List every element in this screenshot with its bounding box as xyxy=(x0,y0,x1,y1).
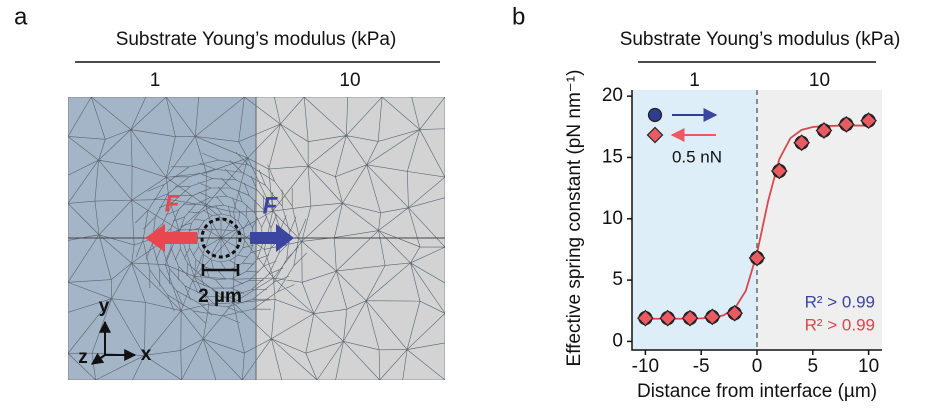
data-point xyxy=(837,115,855,133)
header-value: 10 xyxy=(809,70,830,91)
y-tick-label: 5 xyxy=(612,269,623,290)
data-point xyxy=(681,309,699,327)
header-value: 10 xyxy=(339,70,360,91)
axis-label: x xyxy=(141,344,152,365)
x-tick-label: 5 xyxy=(808,356,819,377)
data-point xyxy=(659,309,677,327)
panel-label: a xyxy=(14,3,28,30)
fit-annotation: R² > 0.99 xyxy=(805,292,875,311)
panel-b: b Substrate Young’s modulus (kPa) 1 10 0 5 10 1… xyxy=(512,3,900,402)
data-point xyxy=(726,304,744,322)
force-arrow-left xyxy=(145,224,197,252)
scale-bar xyxy=(201,264,240,276)
mesh-lines xyxy=(68,97,445,380)
data-point xyxy=(748,249,766,267)
x-tick-label: 0 xyxy=(752,356,763,377)
force-arrow-right xyxy=(250,224,294,252)
axis-label: z xyxy=(78,347,88,368)
y-tick-label: 10 xyxy=(602,208,623,229)
data-point xyxy=(860,112,877,130)
x-axis-label: Distance from interface (µm) xyxy=(637,381,877,402)
header: Substrate Young’s modulus (kPa) xyxy=(620,29,901,50)
data-point xyxy=(770,162,788,180)
scale-label: 2 µm xyxy=(198,286,242,307)
legend-marker xyxy=(647,107,663,123)
panel-label: b xyxy=(512,3,525,30)
axis-z-arrow xyxy=(91,352,106,365)
data-point xyxy=(815,122,833,139)
legend-force: 0.5 nN xyxy=(672,147,722,166)
header: Substrate Young’s modulus (kPa) xyxy=(116,29,397,50)
y-tick-label: 20 xyxy=(602,85,623,106)
x-tick-label: -5 xyxy=(693,356,710,377)
panel-a: a Substrate Young’s modulus (kPa) 1 10 F… xyxy=(14,3,445,380)
y-axis-label: Effective spring constant (pN nm⁻¹) xyxy=(564,70,585,367)
header-value: 1 xyxy=(689,70,700,91)
data-point xyxy=(704,308,721,326)
x-tick-label: 10 xyxy=(858,356,879,377)
force-label: F xyxy=(263,192,279,219)
mesh xyxy=(68,97,445,380)
data-point xyxy=(793,134,810,152)
fit-annotation: R² > 0.99 xyxy=(805,315,875,334)
legend-marker xyxy=(646,126,664,144)
axis-label: y xyxy=(99,296,110,317)
axes xyxy=(631,90,882,351)
y-tick-label: 15 xyxy=(602,146,623,167)
force-label: F xyxy=(165,190,181,217)
data-point xyxy=(637,309,654,327)
header-value: 1 xyxy=(150,70,161,91)
x-tick-label: -10 xyxy=(632,356,659,377)
bead xyxy=(200,217,242,259)
y-tick-label: 0 xyxy=(612,330,623,351)
